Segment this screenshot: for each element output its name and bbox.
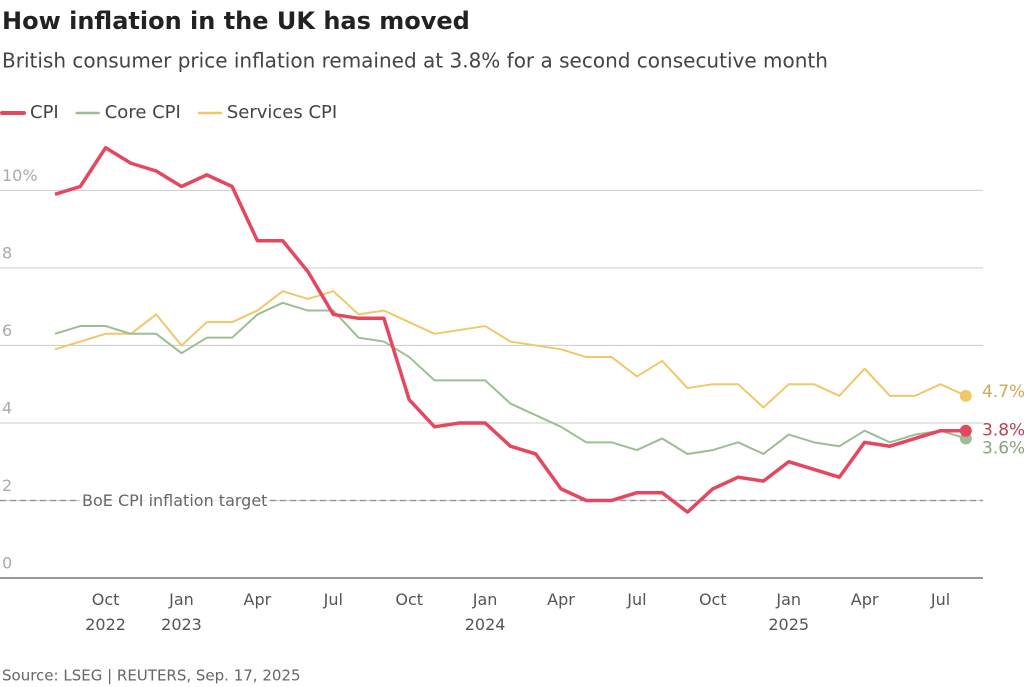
x-tick-label-line: Jul [930, 590, 950, 609]
y-tick-label: 6 [2, 321, 12, 340]
x-tick-label-line: 2025 [768, 615, 809, 634]
target-label: BoE CPI inflation target [82, 491, 267, 510]
x-tick-label-line: Jan [472, 590, 498, 609]
end-label: 4.7% [982, 382, 1024, 402]
x-tick-label-line: 2023 [161, 615, 202, 634]
x-tick-label-line: Apr [851, 590, 879, 609]
end-dot [959, 389, 972, 402]
x-tick-label: Apr [851, 590, 879, 609]
x-tick-label: Oct [699, 590, 727, 609]
series-line [54, 146, 966, 514]
end-label: 3.6% [982, 438, 1024, 458]
x-tick-label-line: Oct [699, 590, 727, 609]
y-tick-label: 0 [2, 554, 12, 573]
x-tick-label: Jan 2023 [161, 590, 202, 634]
x-tick-label: Oct 2022 [85, 590, 126, 634]
x-tick-label-line: 2024 [465, 615, 506, 634]
x-tick-label-line: Jul [323, 590, 343, 609]
x-tick-label: Jul [626, 590, 646, 609]
series-line [54, 290, 967, 409]
x-tick-label: Oct [395, 590, 423, 609]
legend-label: CPI [30, 102, 59, 123]
y-tick-label: 2 [2, 476, 12, 495]
end-label: 3.8% [982, 421, 1024, 441]
chart-subtitle: British consumer price inflation remaine… [2, 49, 828, 73]
x-tick-label-line: Jul [626, 590, 646, 609]
legend-label: Services CPI [227, 102, 337, 123]
y-tick-label: 4 [2, 398, 12, 417]
chart-title: How inflation in the UK has moved [2, 7, 470, 35]
x-tick-label-line: Jan [168, 590, 194, 609]
target-label-bg [80, 490, 270, 510]
series-line [54, 301, 967, 455]
x-tick-label-line: Oct [395, 590, 423, 609]
x-tick-label: Jul [323, 590, 343, 609]
x-tick-label: Apr [244, 590, 272, 609]
x-tick-label-line: Jan [775, 590, 801, 609]
x-tick-label: Jan 2024 [465, 590, 506, 634]
x-tick-label-line: Oct [92, 590, 120, 609]
x-tick-label: Jul [930, 590, 950, 609]
y-tick-label: 8 [2, 243, 12, 262]
x-tick-label-line: 2022 [85, 615, 126, 634]
x-tick-label: Jan 2025 [768, 590, 809, 634]
x-tick-label: Apr [547, 590, 575, 609]
x-tick-label-line: Apr [547, 590, 575, 609]
source: Source: LSEG | REUTERS, Sep. 17, 2025 [2, 667, 301, 685]
legend-label: Core CPI [105, 102, 181, 123]
y-tick-label: 10% [2, 166, 38, 185]
x-tick-label-line: Apr [244, 590, 272, 609]
end-dot [959, 424, 972, 437]
